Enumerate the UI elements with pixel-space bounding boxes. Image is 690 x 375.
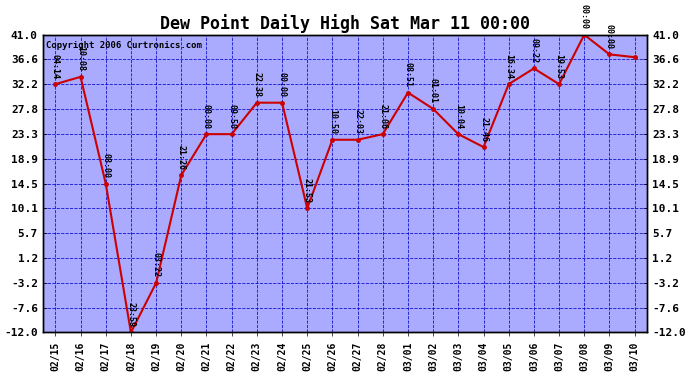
Text: 00:00: 00:00	[605, 24, 614, 49]
Text: 10:08: 10:08	[76, 46, 85, 71]
Text: 00:00: 00:00	[202, 104, 211, 129]
Text: 21:46: 21:46	[479, 117, 488, 141]
Text: 08:51: 08:51	[404, 62, 413, 87]
Text: 16:34: 16:34	[504, 54, 513, 79]
Text: 22:38: 22:38	[253, 72, 262, 97]
Text: 21:06: 21:06	[378, 104, 387, 129]
Text: 04:14: 04:14	[51, 54, 60, 79]
Text: 09:22: 09:22	[529, 38, 538, 63]
Text: 08:00: 08:00	[101, 153, 110, 178]
Text: 21:53: 21:53	[303, 178, 312, 203]
Text: 01:01: 01:01	[428, 78, 437, 104]
Text: 10:50: 10:50	[328, 109, 337, 134]
Text: Copyright 2006 Curtronics.com: Copyright 2006 Curtronics.com	[46, 40, 201, 50]
Text: 19:53: 19:53	[555, 54, 564, 79]
Text: 00:00: 00:00	[580, 4, 589, 29]
Text: 21:26: 21:26	[177, 145, 186, 170]
Text: 10:04: 10:04	[454, 104, 463, 129]
Text: 23:59: 23:59	[126, 302, 135, 327]
Text: 00:00: 00:00	[277, 72, 286, 97]
Text: 03:22: 03:22	[152, 252, 161, 278]
Text: 22:03: 22:03	[353, 109, 362, 134]
Text: 09:50: 09:50	[227, 104, 236, 129]
Title: Dew Point Daily High Sat Mar 11 00:00: Dew Point Daily High Sat Mar 11 00:00	[160, 14, 530, 33]
